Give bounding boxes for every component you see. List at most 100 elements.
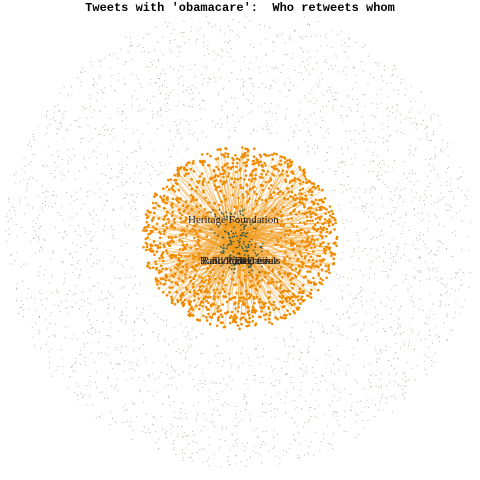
retweeter-node [299, 252, 302, 256]
periphery-node [223, 87, 225, 89]
periphery-node [397, 90, 399, 92]
periphery-node [182, 402, 184, 404]
periphery-node [291, 337, 293, 339]
periphery-node [188, 443, 190, 445]
periphery-node [321, 324, 323, 326]
periphery-node [137, 78, 139, 80]
periphery-node [230, 367, 232, 369]
periphery-node [125, 306, 127, 309]
periphery-node [121, 287, 123, 289]
periphery-node [274, 446, 276, 448]
periphery-node [242, 81, 244, 83]
periphery-node [26, 186, 28, 188]
retweeter-node [209, 295, 212, 299]
periphery-node [146, 33, 148, 35]
periphery-node [207, 53, 209, 55]
periphery-node [355, 191, 357, 193]
periphery-node [310, 134, 312, 136]
periphery-node [54, 162, 56, 164]
periphery-node [254, 337, 256, 339]
periphery-node [53, 190, 55, 193]
periphery-node [249, 20, 251, 22]
periphery-node [392, 395, 394, 397]
periphery-node [249, 420, 251, 422]
retweeter-node [319, 207, 323, 211]
periphery-node [177, 417, 179, 419]
periphery-node [354, 129, 356, 131]
retweeter-node [201, 300, 205, 304]
periphery-node [433, 361, 435, 363]
periphery-node [124, 197, 126, 199]
periphery-node [47, 146, 49, 148]
periphery-node [399, 82, 402, 84]
retweeter-node [181, 291, 184, 295]
retweeter-node [205, 319, 209, 322]
periphery-node [307, 451, 309, 454]
retweeter-node [234, 177, 237, 181]
hub-node [249, 263, 252, 266]
periphery-node [49, 118, 51, 120]
hub-node [240, 224, 242, 227]
retweeter-node [315, 259, 318, 263]
periphery-node [186, 447, 188, 449]
retweeter-node [320, 268, 324, 272]
retweeter-node [257, 315, 261, 319]
periphery-node [169, 156, 172, 158]
periphery-node [446, 185, 448, 187]
retweeter-node [204, 196, 207, 200]
periphery-node [175, 454, 177, 456]
retweeter-node [279, 316, 283, 319]
retweeter-node [245, 292, 249, 296]
periphery-node [265, 38, 267, 40]
periphery-node [173, 417, 175, 419]
retweeter-node [203, 216, 207, 219]
periphery-node [427, 267, 430, 269]
periphery-node [426, 175, 428, 177]
periphery-node [420, 220, 422, 222]
periphery-node [398, 197, 400, 199]
retweeter-node [196, 180, 199, 183]
periphery-node [355, 74, 357, 76]
periphery-node [142, 343, 145, 345]
periphery-node [301, 38, 304, 40]
periphery-node [385, 385, 387, 387]
periphery-node [104, 219, 106, 221]
periphery-node [187, 148, 189, 150]
retweeter-node [220, 200, 223, 203]
periphery-node [202, 382, 204, 384]
periphery-node [120, 319, 122, 321]
periphery-node [103, 225, 106, 227]
periphery-node [84, 361, 86, 363]
periphery-node [125, 193, 127, 195]
periphery-node [19, 202, 21, 204]
periphery-node [377, 171, 379, 173]
hub-node [233, 258, 236, 261]
periphery-node [94, 285, 96, 287]
periphery-node [158, 333, 160, 335]
periphery-node [81, 305, 83, 307]
retweet-edge [245, 257, 334, 265]
retweet-edge [245, 257, 250, 295]
retweeter-node [291, 170, 294, 173]
periphery-node [277, 104, 279, 107]
retweeter-node [301, 239, 304, 242]
retweeter-node [319, 277, 323, 280]
periphery-node [353, 66, 355, 68]
retweeter-node [283, 271, 287, 275]
periphery-node [175, 350, 177, 352]
retweeter-node [198, 275, 201, 279]
periphery-node [135, 416, 137, 418]
retweeter-node [284, 240, 288, 243]
retweeter-node [191, 308, 194, 311]
periphery-node [396, 253, 398, 255]
retweeter-node [326, 246, 329, 249]
retweeter-node [255, 157, 258, 161]
periphery-node [293, 399, 296, 401]
periphery-node [104, 297, 107, 299]
periphery-node [83, 346, 85, 348]
periphery-node [57, 365, 59, 367]
periphery-node [175, 338, 177, 340]
retweeter-node [327, 224, 331, 228]
periphery-node [299, 359, 301, 361]
periphery-node [343, 172, 345, 174]
